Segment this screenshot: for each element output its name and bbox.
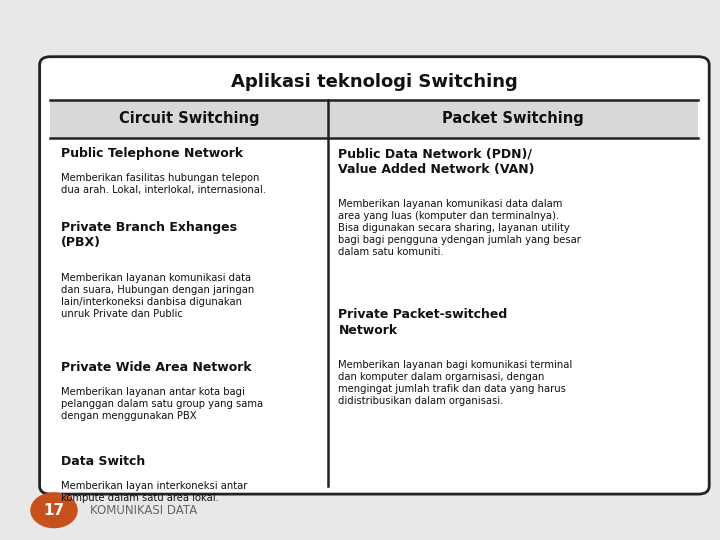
Text: Memberikan layan interkoneksi antar
kompute dalam satu area lokal.: Memberikan layan interkoneksi antar komp… [61, 481, 248, 503]
Text: Data Switch: Data Switch [61, 455, 145, 468]
Text: Packet Switching: Packet Switching [442, 111, 584, 126]
Text: 17: 17 [43, 503, 65, 518]
Text: Memberikan layanan bagi komunikasi terminal
dan komputer dalam orgarnisasi, deng: Memberikan layanan bagi komunikasi termi… [338, 360, 572, 406]
Bar [50, 100, 328, 138]
Text: Memberikan layanan komunikasi data
dan suara, Hubungan dengan jaringan
lain/inte: Memberikan layanan komunikasi data dan s… [61, 273, 254, 319]
Text: Circuit Switching: Circuit Switching [119, 111, 259, 126]
Text: Public Telephone Network: Public Telephone Network [61, 147, 243, 160]
Text: Memberikan fasilitas hubungan telepon
dua arah. Lokal, interlokal, internasional: Memberikan fasilitas hubungan telepon du… [61, 173, 266, 195]
Text: Memberikan layanan komunikasi data dalam
area yang luas (komputer dan terminalny: Memberikan layanan komunikasi data dalam… [338, 199, 581, 257]
Text: Private Branch Exhanges
(PBX): Private Branch Exhanges (PBX) [61, 221, 237, 249]
Text: Private Wide Area Network: Private Wide Area Network [61, 361, 252, 374]
Bar [328, 100, 698, 138]
FancyBboxPatch shape [40, 57, 709, 494]
Text: Aplikasi teknologi Switching: Aplikasi teknologi Switching [231, 73, 518, 91]
Text: Memberikan layanan antar kota bagi
pelanggan dalam satu group yang sama
dengan m: Memberikan layanan antar kota bagi pelan… [61, 387, 264, 421]
Circle shape [31, 493, 77, 528]
Text: KOMUNIKASI DATA: KOMUNIKASI DATA [90, 504, 197, 517]
Text: Public Data Network (PDN)/
Value Added Network (VAN): Public Data Network (PDN)/ Value Added N… [338, 147, 535, 176]
Text: Private Packet-switched
Network: Private Packet-switched Network [338, 308, 508, 337]
